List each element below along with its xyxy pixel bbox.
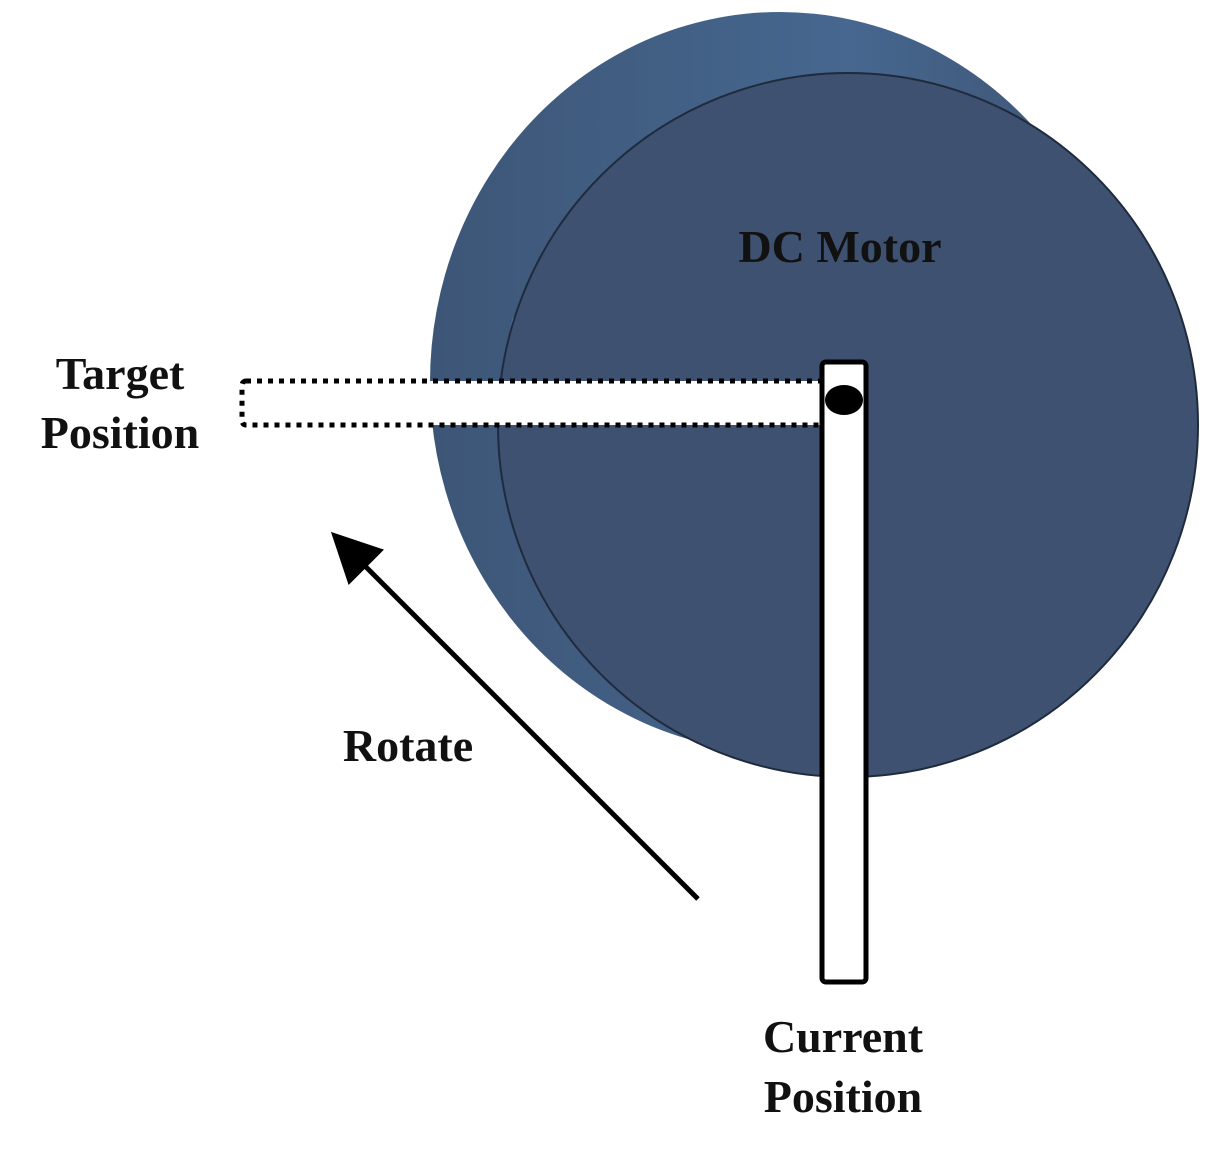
current-position-arm bbox=[819, 359, 869, 985]
current-label-line2: Position bbox=[764, 1071, 922, 1122]
target-label-line1: Target bbox=[56, 348, 185, 399]
rotate-arrow-icon bbox=[330, 531, 700, 901]
target-label-line2: Position bbox=[41, 407, 199, 458]
current-label-line1: Current bbox=[763, 1011, 924, 1062]
target-position-arm bbox=[239, 378, 845, 428]
rotate-label: Rotate bbox=[343, 720, 473, 771]
motor-label: DC Motor bbox=[738, 221, 941, 272]
shaft-pivot-icon bbox=[825, 385, 863, 415]
